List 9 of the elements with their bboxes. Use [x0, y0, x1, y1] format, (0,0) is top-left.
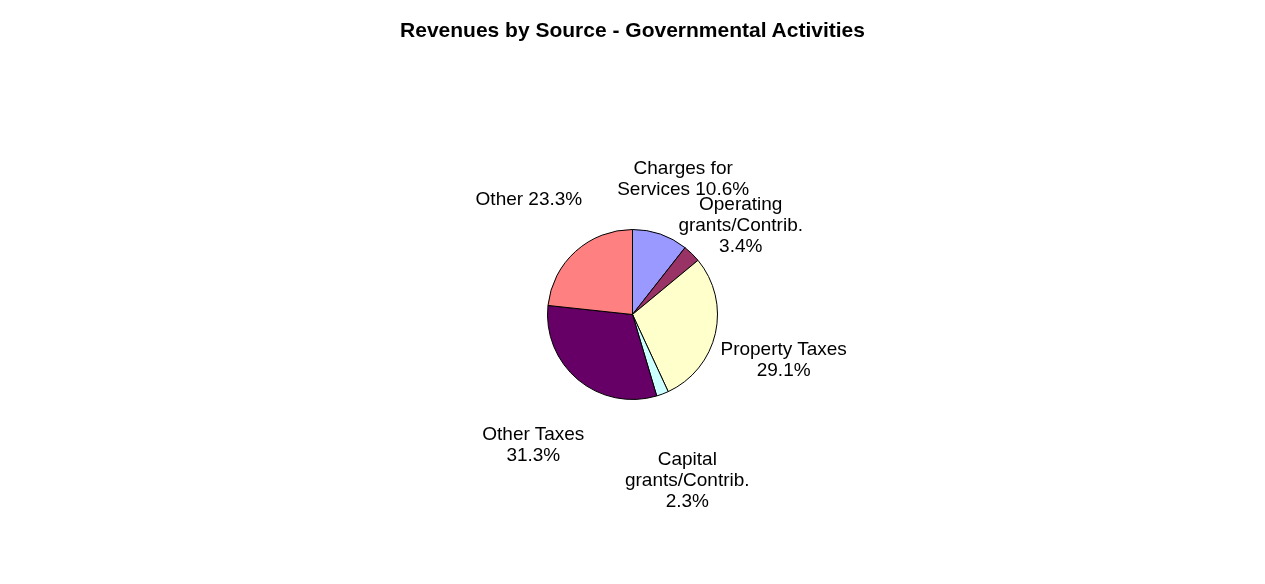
slice-label: Other 23.3% [475, 188, 583, 210]
data-label: 2.3% [665, 490, 710, 512]
data-label: 31.3% [506, 443, 561, 465]
chart-title: Revenues by Source - Governmental Activities [400, 18, 865, 41]
slice-label: Capital grants/Contrib. [624, 448, 750, 491]
data-label: 3.4% [719, 234, 763, 256]
data-label: 29.1% [756, 358, 811, 380]
slice-label: Other Taxes [482, 422, 585, 444]
slice-label: Property Taxes [720, 337, 847, 359]
